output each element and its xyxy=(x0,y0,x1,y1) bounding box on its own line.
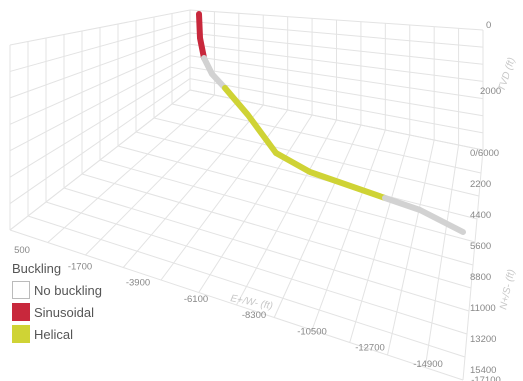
grid-line xyxy=(189,9,484,31)
grid-line xyxy=(9,78,191,204)
tick-label: 4400 xyxy=(470,210,491,221)
grid-line xyxy=(81,173,472,289)
tick-label: 15400 xyxy=(470,365,496,376)
grid-line xyxy=(189,66,484,117)
tick-label: 2000 xyxy=(480,86,501,97)
legend-label: Helical xyxy=(34,326,74,342)
tick-label: -12700 xyxy=(355,343,385,354)
grid-line xyxy=(45,201,468,335)
grid-line xyxy=(99,159,474,266)
tick-label: 5600 xyxy=(470,241,491,252)
tick-label: -10500 xyxy=(297,326,327,337)
tick-label: -17100 xyxy=(471,375,501,381)
tick-label: 11000 xyxy=(470,303,496,314)
y-axis-title: TVD (ft) xyxy=(496,56,517,93)
tick-label: 0 xyxy=(486,20,491,31)
legend-item-no-buckling[interactable]: No buckling xyxy=(12,279,162,301)
path-segment-sinusoidal xyxy=(196,11,207,61)
tick-label: -6100 xyxy=(184,294,208,305)
tick-label: -1700 xyxy=(68,261,92,272)
grid-line xyxy=(153,117,480,197)
legend: Buckling No buckling Sinusoidal Helical xyxy=(12,261,162,345)
grid-line xyxy=(189,55,484,100)
legend-title: Buckling xyxy=(12,261,62,276)
tick-label: -3900 xyxy=(126,278,150,289)
tick-label: 13200 xyxy=(470,334,496,345)
tick-label: -8300 xyxy=(242,310,266,321)
z-axis-title: N+/S- (ft) xyxy=(498,268,517,310)
wellbore-path xyxy=(196,11,466,235)
legend-swatch-no-buckling xyxy=(12,281,30,299)
grid-line xyxy=(9,32,191,99)
grid-line xyxy=(189,78,484,134)
grid-line xyxy=(171,103,482,174)
tick-label: -14900 xyxy=(413,359,443,370)
legend-swatch-helical xyxy=(12,325,30,343)
path-segment-helical xyxy=(273,150,388,201)
grid-line xyxy=(27,215,466,358)
grid-line xyxy=(9,55,191,152)
legend-label: Sinusoidal xyxy=(34,304,94,320)
grid-line xyxy=(9,66,191,178)
path-segment-no-buckling xyxy=(382,195,466,235)
grid-line xyxy=(9,20,191,72)
path-segment-helical xyxy=(222,85,279,156)
grid-line xyxy=(9,89,191,231)
legend-swatch-sinusoidal xyxy=(12,303,30,321)
tick-label: 8800 xyxy=(470,272,491,283)
legend-item-sinusoidal[interactable]: Sinusoidal xyxy=(12,301,162,323)
grid-line xyxy=(9,229,464,381)
tick-label: 2200 xyxy=(470,179,491,190)
grid-line xyxy=(9,9,191,46)
legend-item-helical[interactable]: Helical xyxy=(12,323,162,345)
legend-label: No buckling xyxy=(34,282,102,298)
grid-line xyxy=(135,131,478,220)
tick-label: 500 xyxy=(14,245,30,256)
grid-line xyxy=(189,43,484,82)
grid-line xyxy=(117,145,476,243)
path-segment-no-buckling xyxy=(201,55,228,91)
grid-lines xyxy=(9,9,484,381)
x-axis-ticks: 500 -1700 -3900 -6100 -8300 -10500 -12700 -1490… xyxy=(14,245,501,381)
tick-label: 0/6000 xyxy=(470,148,499,159)
grid-line xyxy=(189,20,484,48)
grid-line xyxy=(63,187,470,312)
grid-line xyxy=(189,32,484,65)
z-axis-ticks: 0/6000 2200 4400 5600 8800 11000 13200 15400 xyxy=(470,148,499,376)
grid-line xyxy=(9,43,191,125)
y-axis-ticks: 0 2000 xyxy=(480,20,501,97)
